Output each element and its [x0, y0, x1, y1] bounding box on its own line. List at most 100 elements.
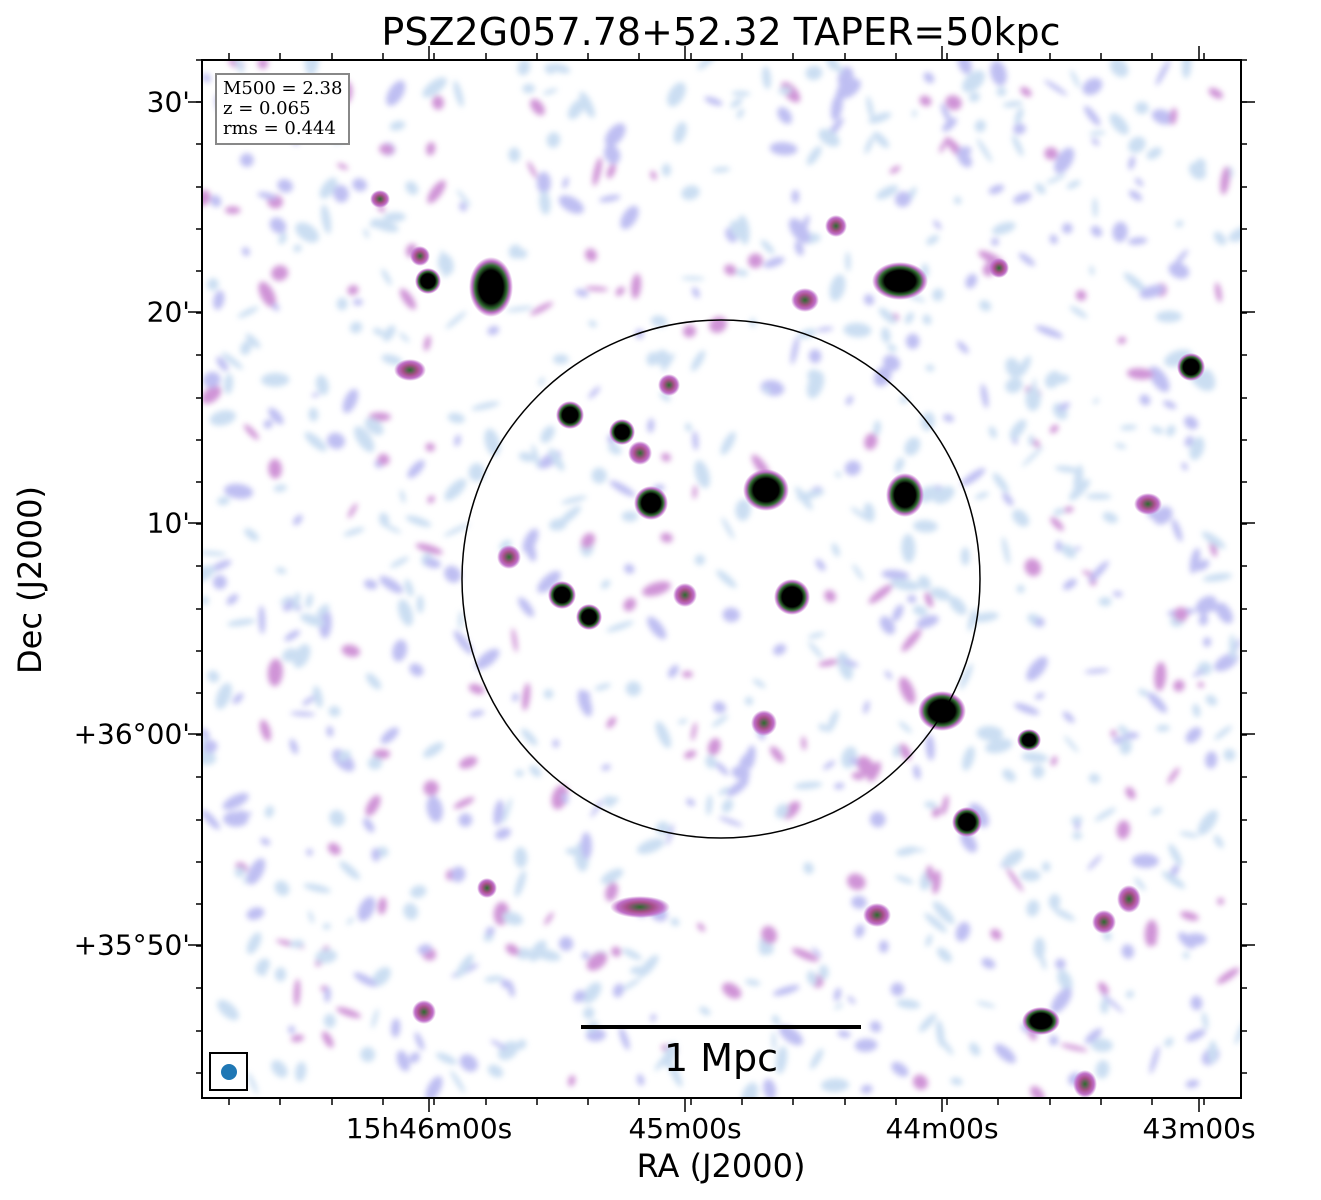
noise-blob: [337, 163, 349, 170]
noise-blob: [562, 177, 569, 189]
noise-blob: [485, 926, 495, 936]
noise-blob: [762, 385, 771, 395]
noise-blob: [1005, 867, 1024, 892]
noise-blob: [423, 780, 439, 796]
noise-blob: [1197, 681, 1205, 688]
noise-blob: [794, 240, 804, 256]
noise-blob: [1035, 183, 1046, 195]
noise-blob: [919, 95, 932, 107]
beam-ellipse: [221, 1064, 237, 1080]
noise-blob: [500, 978, 509, 989]
radio-source: [497, 545, 521, 569]
noise-blob: [424, 558, 441, 569]
noise-blob: [1202, 637, 1212, 647]
noise-blob: [668, 664, 679, 678]
noise-blob: [1217, 897, 1225, 905]
noise-blob: [792, 1032, 800, 1045]
noise-blob: [692, 431, 699, 451]
noise-blob: [1166, 425, 1176, 437]
noise-blob: [1128, 190, 1143, 201]
noise-blob: [731, 90, 751, 97]
noise-blob: [221, 352, 243, 370]
noise-blob: [1139, 394, 1151, 406]
noise-blob: [445, 311, 467, 329]
noise-blob: [889, 165, 901, 174]
noise-blob: [1184, 415, 1199, 430]
noise-blob: [920, 411, 935, 431]
noise-blob: [277, 178, 293, 193]
noise-blob: [608, 443, 622, 455]
radio-source: [410, 246, 430, 266]
noise-blob: [1164, 1037, 1174, 1047]
noise-blob: [820, 1078, 850, 1093]
noise-blob: [531, 444, 540, 469]
noise-blob: [223, 373, 234, 395]
noise-blob: [940, 103, 952, 124]
noise-blob: [1184, 435, 1194, 447]
noise-blob: [581, 532, 596, 549]
noise-blob: [1021, 446, 1044, 467]
noise-blob: [264, 805, 275, 818]
noise-blob: [363, 228, 369, 239]
noise-blob: [1020, 869, 1041, 882]
noise-blob: [389, 120, 406, 131]
noise-blob: [1089, 265, 1095, 276]
noise-blob: [379, 512, 390, 527]
noise-blob: [404, 579, 414, 597]
noise-blob: [879, 616, 896, 635]
noise-blob: [1112, 591, 1123, 597]
noise-blob: [866, 95, 874, 121]
noise-blob: [682, 325, 697, 338]
noise-blob: [1171, 518, 1183, 542]
noise-blob: [579, 91, 595, 118]
noise-blob: [459, 756, 478, 769]
noise-blob: [1026, 899, 1040, 917]
noise-blob: [1032, 439, 1041, 448]
noise-blob: [240, 153, 254, 167]
noise-blob: [522, 528, 539, 553]
noise-blob: [536, 171, 551, 194]
noise-blob: [289, 738, 299, 755]
noise-blob: [377, 453, 390, 466]
noise-blob: [444, 565, 462, 583]
noise-blob: [818, 659, 839, 667]
noise-blob: [583, 1006, 595, 1020]
noise-blob: [289, 939, 305, 948]
noise-blob: [342, 388, 359, 414]
noise-blob: [1117, 725, 1130, 736]
noise-blob: [726, 778, 749, 797]
noise-blob: [923, 72, 935, 84]
noise-blob: [1035, 325, 1064, 339]
noise-blob: [1031, 764, 1045, 779]
noise-blob: [771, 1014, 781, 1026]
noise-blob: [681, 276, 705, 281]
noise-blob: [1055, 958, 1066, 970]
noise-blob: [207, 278, 219, 291]
noise-blob: [809, 1048, 824, 1070]
noise-blob: [530, 98, 545, 116]
noise-blob: [760, 239, 775, 255]
noise-blob: [349, 321, 363, 334]
noise-blob: [1200, 369, 1216, 391]
info-rms: rms = 0.444: [223, 118, 336, 139]
radio-source: [872, 262, 928, 300]
noise-blob: [352, 178, 367, 192]
noise-blob: [599, 194, 621, 203]
noise-blob: [217, 496, 230, 506]
noise-blob: [924, 913, 947, 933]
noise-blob: [950, 1077, 963, 1086]
noise-blob: [443, 523, 470, 537]
noise-blob: [295, 1061, 307, 1082]
noise-blob: [306, 848, 313, 856]
noise-blob: [295, 222, 319, 243]
noise-blob: [346, 917, 355, 925]
noise-blob: [1049, 234, 1058, 245]
noise-blob: [573, 990, 586, 1003]
noise-blob: [706, 794, 713, 816]
noise-blob: [985, 738, 1013, 754]
noise-blob: [1149, 1046, 1160, 1074]
noise-blob: [615, 286, 625, 296]
radio-source: [370, 190, 390, 208]
noise-blob: [1155, 60, 1171, 86]
noise-blob: [860, 1084, 873, 1094]
